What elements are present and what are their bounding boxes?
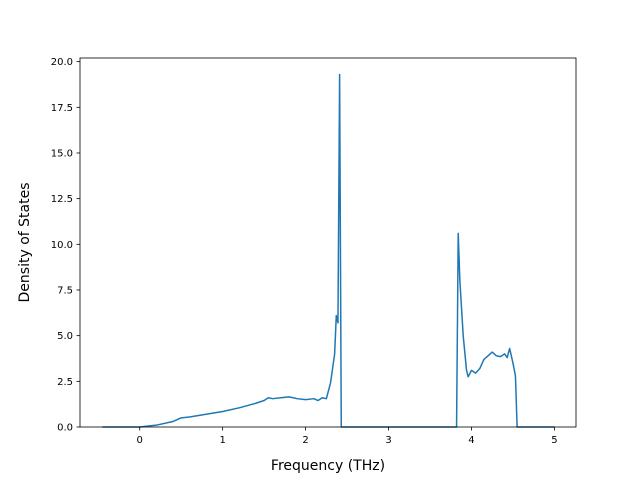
- x-axis-label: Frequency (THz): [271, 458, 385, 474]
- x-tick-label: 1: [219, 435, 225, 446]
- y-tick-label: 10.0: [51, 240, 73, 251]
- tick-layer: 0 1 2 3 4 5 0.0 2.5 5.0 7.5 10.0 12.5 15.0 17.5 20.0: [51, 57, 558, 446]
- y-tick-label: 2.5: [57, 377, 73, 388]
- x-tick-label: 2: [302, 435, 308, 446]
- x-tick-label: 3: [385, 435, 391, 446]
- y-tick-label: 12.5: [51, 194, 73, 205]
- y-tick-label: 7.5: [57, 285, 73, 296]
- axes-frame: [79, 57, 577, 428]
- y-axis-label: Density of States: [17, 183, 33, 303]
- y-tick-label: 17.5: [51, 103, 73, 114]
- x-tick-label: 0: [137, 435, 143, 446]
- x-tick-label: 5: [551, 435, 557, 446]
- x-tick-label: 4: [468, 435, 474, 446]
- y-tick-label: 5.0: [57, 331, 73, 342]
- y-tick-label: 15.0: [51, 148, 73, 159]
- y-tick-label: 0.0: [57, 423, 73, 434]
- y-tick-label: 20.0: [51, 57, 73, 68]
